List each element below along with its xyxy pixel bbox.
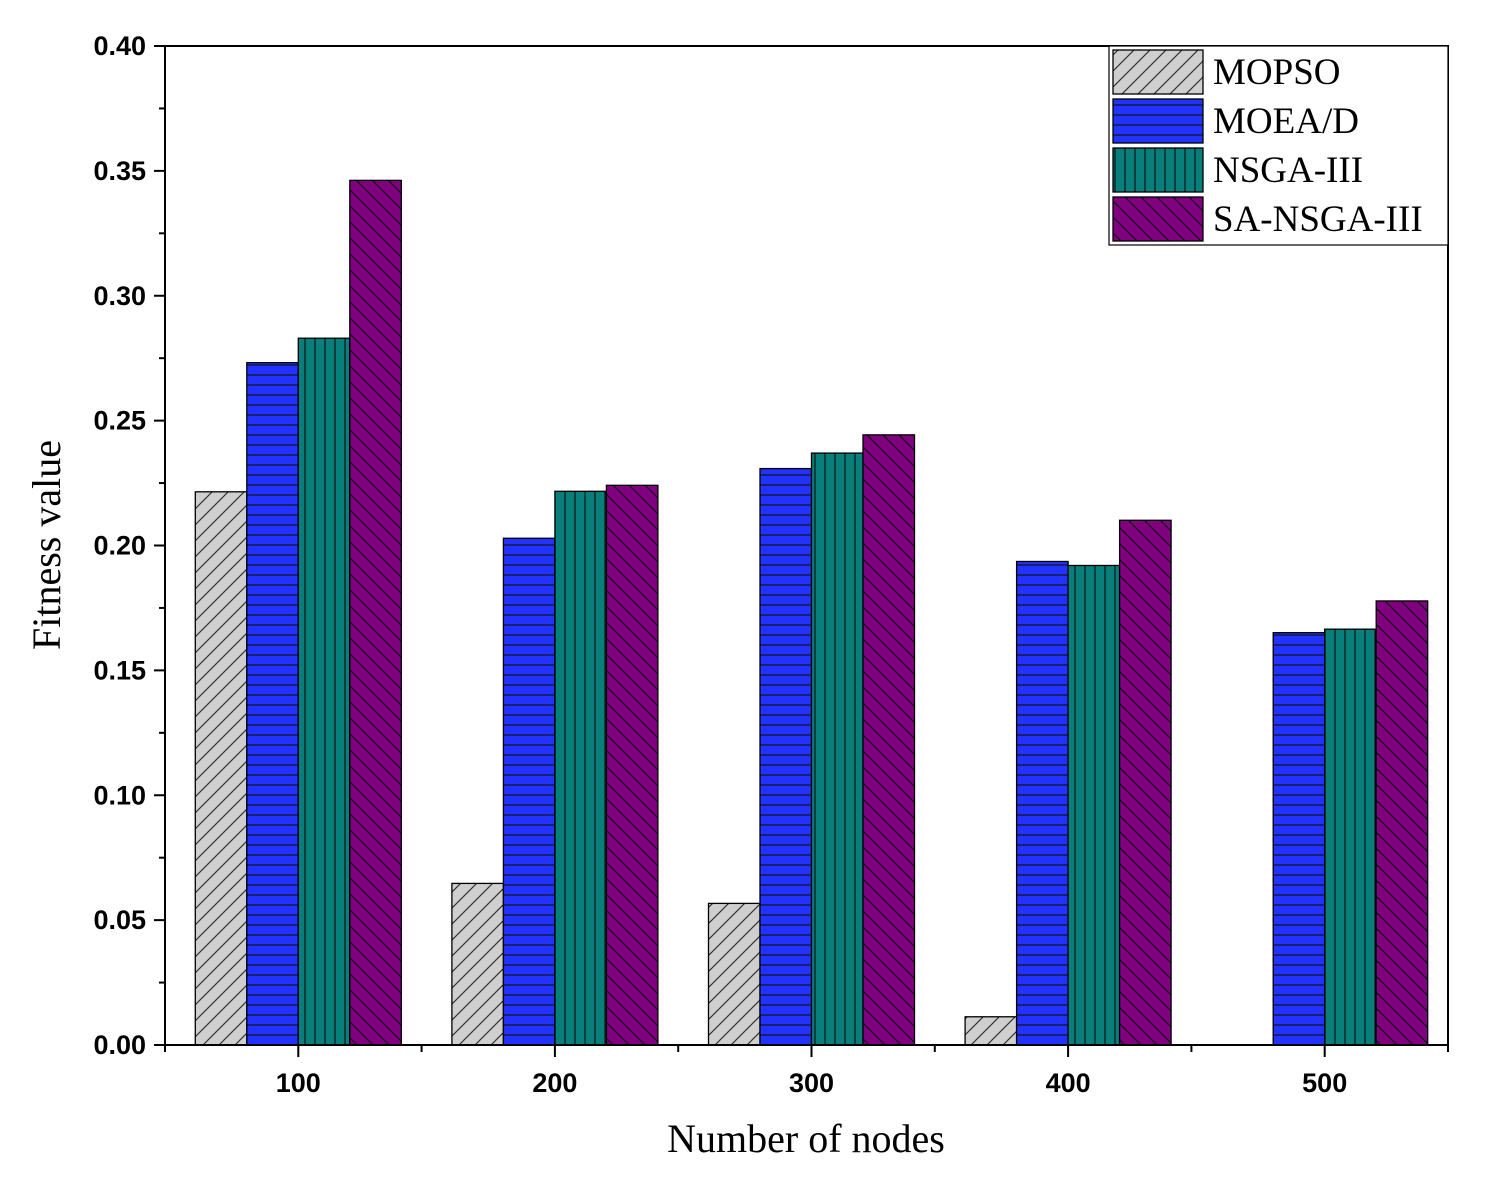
legend-label: SA-NSGA-III	[1213, 199, 1423, 240]
bar-sa-nsga-iii-400	[1118, 519, 1172, 1046]
y-axis-title: Fitness value	[24, 440, 69, 650]
bar-moea-d-300	[759, 467, 813, 1046]
bar-mopso-300	[707, 902, 761, 1046]
x-axis-title: Number of nodes	[667, 1116, 945, 1161]
bar-nsga-iii-200	[554, 490, 608, 1046]
y-tick-label: 0.25	[93, 406, 146, 436]
legend-label: NSGA-III	[1213, 150, 1363, 191]
legend-swatch	[1112, 196, 1204, 242]
bar-sa-nsga-iii-200	[605, 484, 659, 1046]
x-tick-label: 500	[1302, 1068, 1347, 1098]
bar-moea-d-100	[246, 362, 299, 1046]
bar-sa-nsga-iii-300	[862, 434, 916, 1046]
bar-sa-nsga-iii-500	[1375, 600, 1429, 1046]
x-tick-label: 400	[1046, 1068, 1091, 1098]
x-tick-label: 100	[276, 1068, 321, 1098]
bar-mopso-200	[451, 882, 505, 1046]
bar-nsga-iii-500	[1324, 628, 1377, 1046]
y-tick-label: 0.05	[93, 905, 146, 935]
x-axis: 100 200 300 400 500	[164, 1045, 1449, 1098]
bar-moea-d-200	[502, 537, 556, 1046]
y-tick-label: 0.30	[93, 281, 146, 311]
legend: MOPSO MOEA/D NSGA-III SA-NSGA-III	[1108, 45, 1449, 246]
y-tick-label: 0.10	[93, 780, 146, 810]
x-tick-label: 300	[789, 1068, 834, 1098]
bar-sa-nsga-iii-100	[349, 179, 402, 1046]
bar-nsga-iii-100	[297, 337, 351, 1046]
legend-label: MOEA/D	[1213, 101, 1359, 142]
bar-mopso-100	[194, 491, 248, 1046]
y-tick-label: 0.15	[93, 655, 146, 685]
bar-nsga-iii-400	[1067, 564, 1121, 1046]
legend-swatch	[1112, 98, 1204, 144]
legend-label: MOPSO	[1213, 52, 1341, 93]
y-tick-label: 0.20	[93, 531, 146, 561]
legend-swatch	[1112, 49, 1204, 95]
y-tick-label: 0.35	[93, 156, 146, 186]
legend-swatch	[1112, 147, 1204, 193]
bar-mopso-400	[964, 1016, 1018, 1046]
bar-moea-d-500	[1272, 632, 1326, 1046]
x-tick-label: 200	[532, 1068, 577, 1098]
bar-moea-d-400	[1015, 560, 1069, 1046]
y-axis: 0.00 0.05 0.10 0.15 0.20 0.25 0.30 0.35 0.40	[93, 31, 165, 1060]
y-tick-label: 0.40	[93, 31, 146, 61]
bar-nsga-iii-300	[810, 452, 864, 1046]
bars-layer	[194, 179, 1429, 1046]
y-tick-label: 0.00	[93, 1030, 146, 1060]
